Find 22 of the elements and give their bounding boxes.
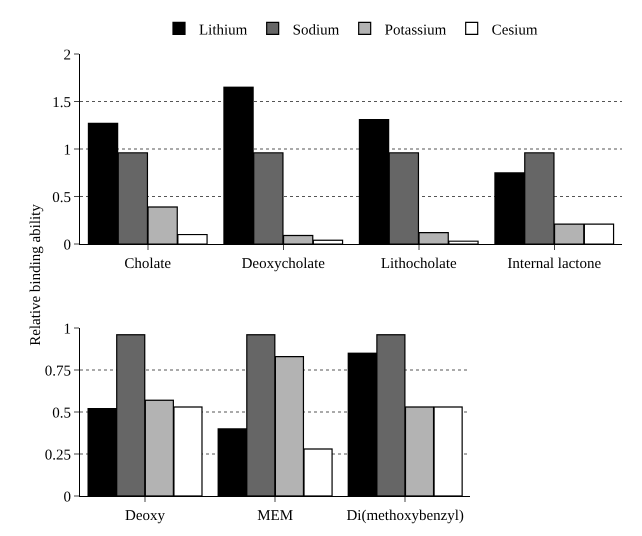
y-tick-label: 2: [64, 47, 71, 64]
legend-label: Lithium: [199, 22, 248, 38]
x-tick-label: Cholate: [124, 256, 172, 272]
x-tick-label: Deoxy: [125, 508, 166, 524]
y-tick-label: 0: [64, 489, 71, 506]
y-tick-label: 0.5: [52, 405, 71, 422]
x-tick-label: MEM: [257, 508, 294, 524]
x-tick-label: Deoxycholate: [242, 256, 326, 272]
x-tick-label: Di(methoxybenzyl): [346, 508, 464, 524]
y-tick-label: 0.25: [44, 447, 71, 464]
y-tick-label: 1: [64, 321, 71, 338]
y-tick-label: 0.5: [52, 190, 71, 206]
y-tick-label: 0: [64, 237, 71, 254]
legend-label: Potassium: [384, 22, 447, 38]
legend-label: Cesium: [492, 22, 538, 38]
x-tick-label: Internal lactone: [507, 256, 602, 272]
y-tick-label: 1.5: [52, 94, 71, 111]
y-tick-label: 0.75: [44, 363, 71, 380]
legend-label: Sodium: [292, 22, 340, 38]
y-tick-label: 1: [64, 142, 71, 158]
y-axis-title: Relative binding ability: [28, 204, 44, 346]
x-tick-label: Lithocholate: [380, 256, 457, 272]
